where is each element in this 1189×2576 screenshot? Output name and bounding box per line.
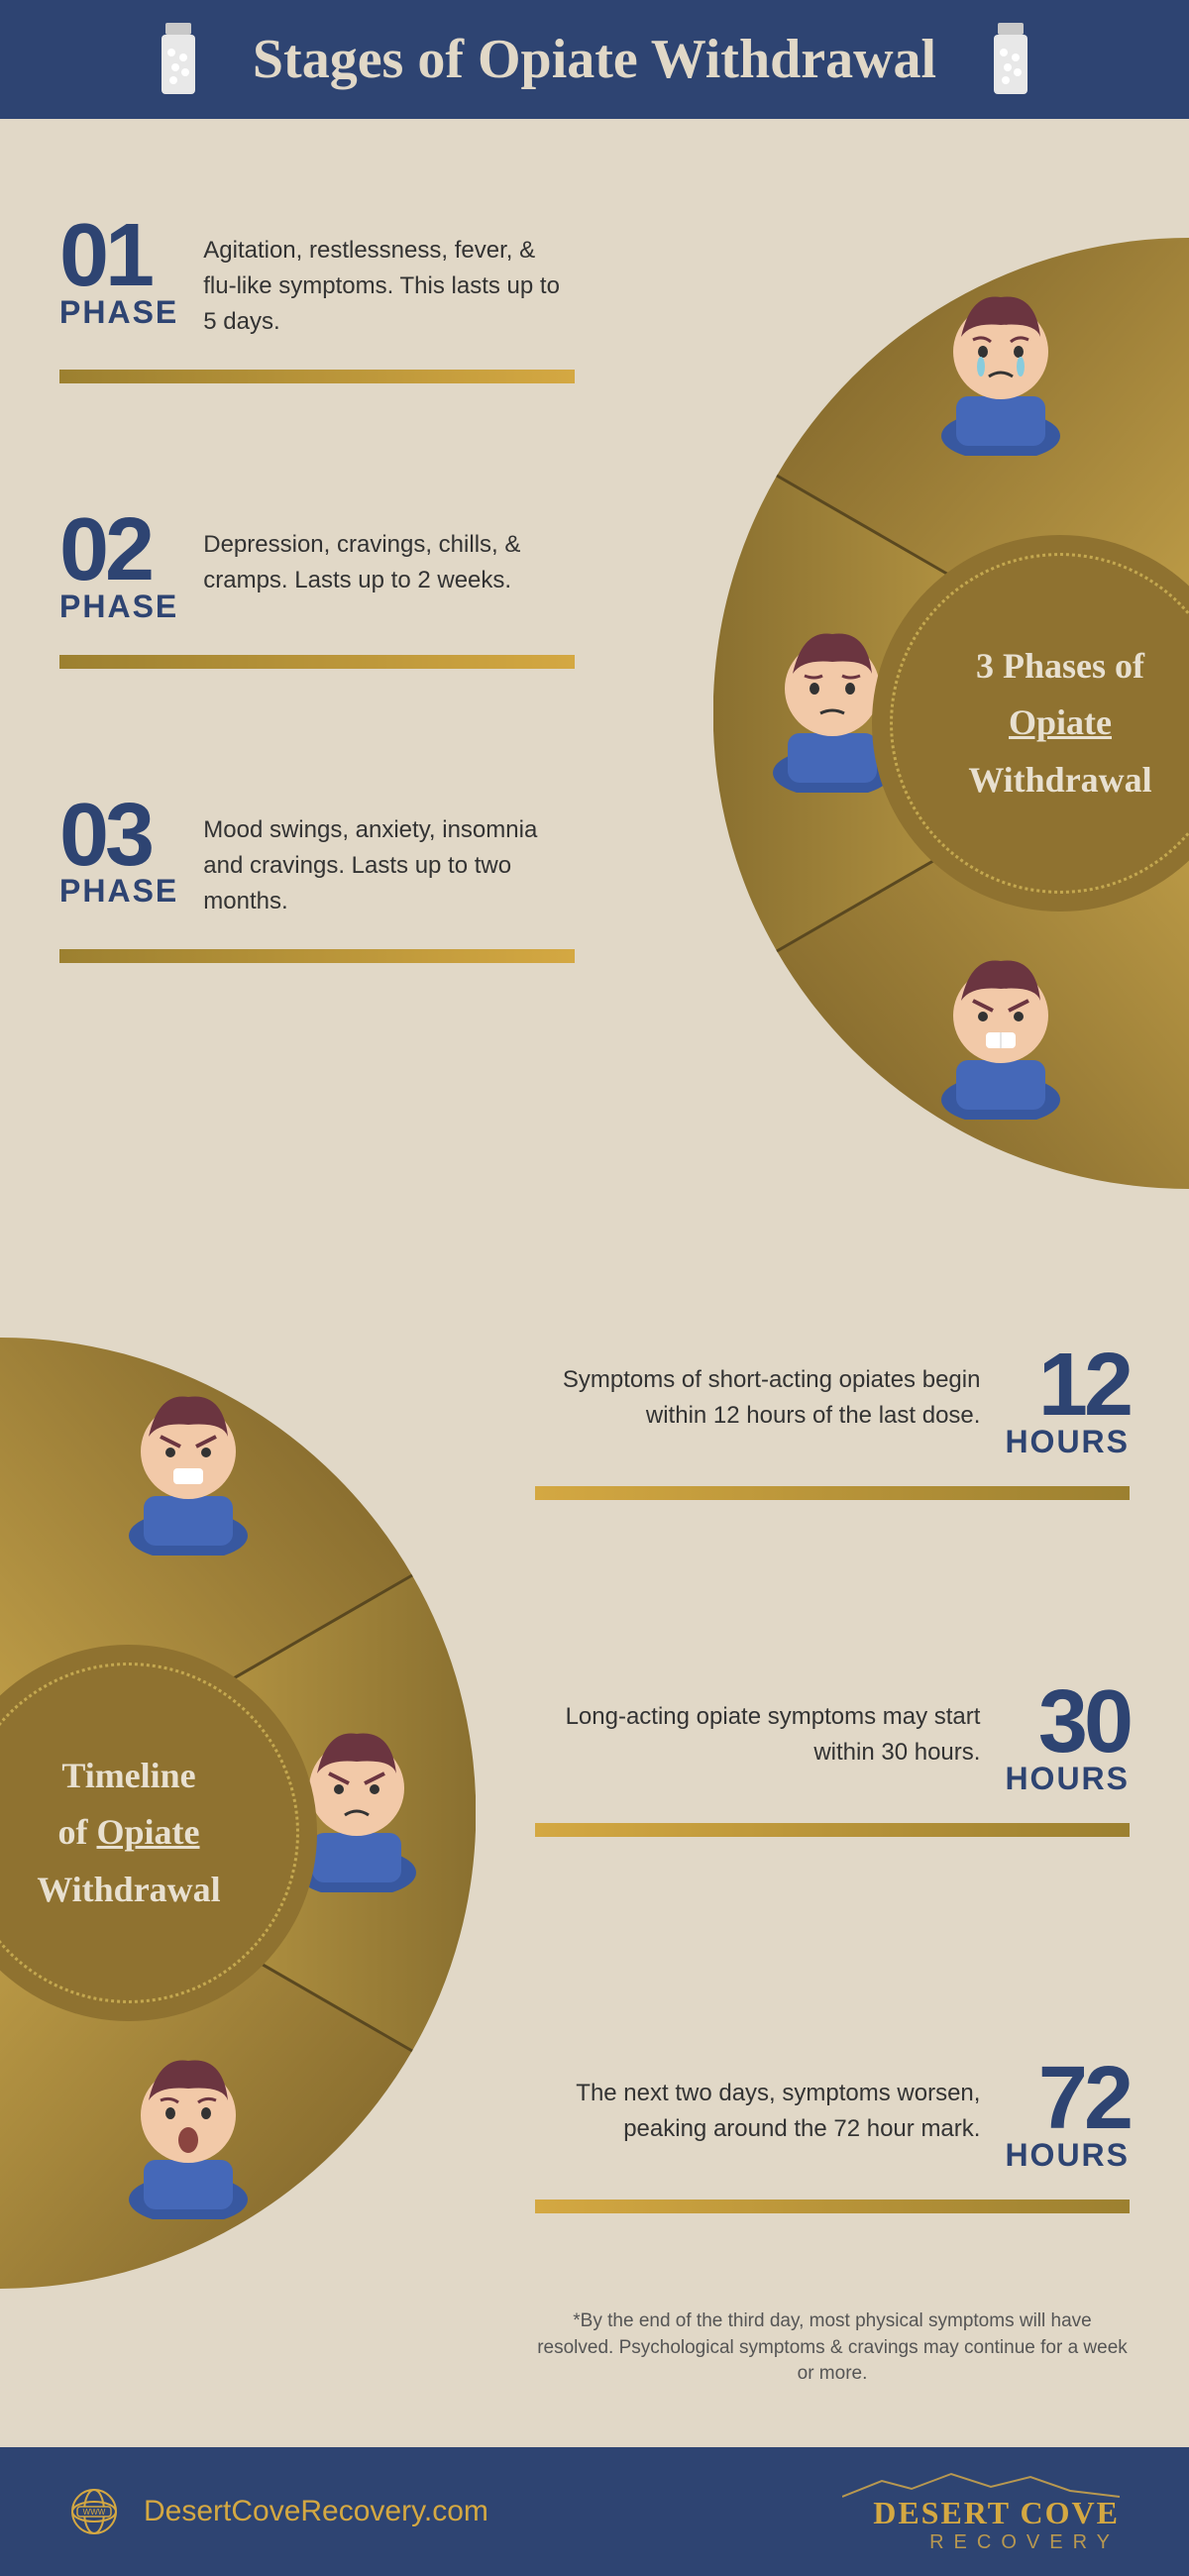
phase-number: 01 PHASE: [59, 218, 178, 331]
avatar-angry: [119, 1377, 258, 1556]
timeline-num: 30: [1038, 1684, 1130, 1761]
svg-text:WWW: WWW: [83, 2508, 106, 2517]
footnote: *By the end of the third day, most physi…: [535, 2308, 1130, 2388]
timeline-item: Symptoms of short-acting opiates begin w…: [535, 1347, 1130, 1460]
logo-tagline: RECOVERY: [842, 2531, 1120, 2554]
footer-url[interactable]: DesertCoveRecovery.com: [144, 2495, 488, 2528]
circle-text: Timeline: [61, 1748, 195, 1805]
timeline-number: 12 HOURS: [1005, 1347, 1130, 1460]
timeline-desc: Symptoms of short-acting opiates begin w…: [535, 1347, 980, 1434]
footer: WWW DesertCoveRecovery.com DESERT COVE R…: [0, 2447, 1189, 2576]
pill-bottle-icon: [986, 23, 1035, 97]
pill-bottle-icon: [154, 23, 203, 97]
phase-item: 03 PHASE Mood swings, anxiety, insomnia …: [59, 798, 575, 919]
underline-bar: [535, 2200, 1130, 2213]
circle-text: of Opiate: [58, 1804, 200, 1862]
phase-num: 02: [59, 512, 151, 589]
timeline-item: The next two days, symptoms worsen, peak…: [535, 2061, 1130, 2174]
phase-item: 02 PHASE Depression, cravings, chills, &…: [59, 512, 575, 625]
phase-number: 02 PHASE: [59, 512, 178, 625]
phase-num: 03: [59, 798, 151, 874]
phase-item: 01 PHASE Agitation, restlessness, fever,…: [59, 218, 575, 340]
phase-num: 01: [59, 218, 151, 294]
underline-bar: [59, 655, 575, 669]
phase-number: 03 PHASE: [59, 798, 178, 911]
timeline-number: 72 HOURS: [1005, 2061, 1130, 2174]
footer-left: WWW DesertCoveRecovery.com: [69, 2487, 488, 2536]
underline-bar: [59, 370, 575, 383]
footer-logo: DESERT COVE RECOVERY: [842, 2469, 1120, 2554]
underline-bar: [535, 1486, 1130, 1500]
www-icon: WWW: [69, 2487, 119, 2536]
phase-label: PHASE: [59, 294, 178, 331]
circle-text: 3 Phases of: [976, 638, 1144, 696]
header: Stages of Opiate Withdrawal: [0, 0, 1189, 119]
page-title: Stages of Opiate Withdrawal: [253, 28, 936, 91]
timeline-label: HOURS: [1005, 1761, 1130, 1797]
underline-bar: [535, 1823, 1130, 1837]
phase-label: PHASE: [59, 589, 178, 625]
main-content: 3 Phases of Opiate Withdrawal 01 PHASE A…: [0, 119, 1189, 2447]
phase-label: PHASE: [59, 873, 178, 910]
underline-bar: [59, 949, 575, 963]
timeline-number: 30 HOURS: [1005, 1684, 1130, 1797]
avatar-shocked: [119, 2041, 258, 2219]
timeline-item: Long-acting opiate symptoms may start wi…: [535, 1684, 1130, 1797]
circle-text: Withdrawal: [37, 1862, 220, 1919]
phase-desc: Agitation, restlessness, fever, & flu-li…: [203, 218, 575, 340]
timeline-num: 72: [1038, 2061, 1130, 2137]
timeline-desc: Long-acting opiate symptoms may start wi…: [535, 1684, 980, 1771]
avatar-crying: [931, 277, 1070, 456]
timeline-desc: The next two days, symptoms worsen, peak…: [535, 2061, 980, 2147]
circle-text: Opiate: [1009, 695, 1112, 752]
logo-brand: DESERT COVE: [842, 2495, 1120, 2531]
phase-desc: Depression, cravings, chills, & cramps. …: [203, 512, 575, 598]
timeline-num: 12: [1038, 1347, 1130, 1424]
timeline-label: HOURS: [1005, 2137, 1130, 2174]
phase-desc: Mood swings, anxiety, insomnia and cravi…: [203, 798, 575, 919]
timeline-label: HOURS: [1005, 1424, 1130, 1460]
circle-text: Withdrawal: [968, 752, 1151, 809]
avatar-angry: [931, 941, 1070, 1120]
